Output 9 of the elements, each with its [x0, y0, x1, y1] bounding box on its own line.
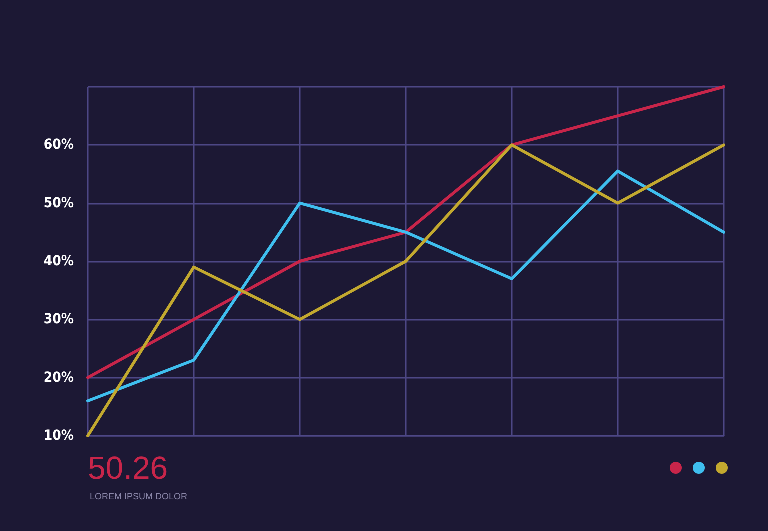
- text: LOREM IPSUM DOLOR: [90, 492, 188, 502]
- text: 50.26: [88, 450, 168, 486]
- y-tick-label: 60%: [44, 137, 74, 154]
- line-series: [86, 170, 726, 403]
- y-tick-label: 40%: [44, 254, 74, 270]
- y-tick-label: 30%: [44, 312, 74, 328]
- y-tick-label: 20%: [44, 370, 74, 386]
- y-tick-label: 50%: [44, 195, 74, 212]
- y-tick-label: 10%: [44, 428, 74, 444]
